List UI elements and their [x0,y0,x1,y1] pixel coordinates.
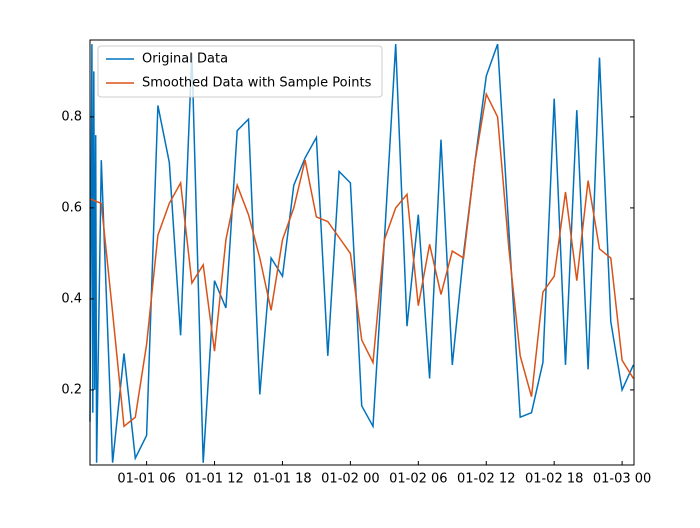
y-tick-label: 0.4 [61,291,82,306]
y-tick-label: 0.2 [61,382,82,397]
x-tick-label: 01-01 18 [253,472,311,487]
x-tick-label: 01-02 00 [321,472,379,487]
x-tick-label: 01-03 00 [593,472,651,487]
y-tick-label: 0.6 [61,200,82,215]
legend-label: Smoothed Data with Sample Points [142,76,372,91]
x-tick-label: 01-02 12 [457,472,515,487]
legend-label: Original Data [142,52,228,67]
x-tick-label: 01-01 06 [117,472,175,487]
series-line [89,91,635,428]
y-tick-label: 0.8 [61,109,82,124]
x-tick-label: 01-02 06 [389,472,447,487]
x-tick-label: 01-01 12 [185,472,243,487]
series-line [89,43,635,463]
legend-box [97,45,383,98]
x-tick-label: 01-02 18 [525,472,583,487]
plot-frame [89,39,635,466]
